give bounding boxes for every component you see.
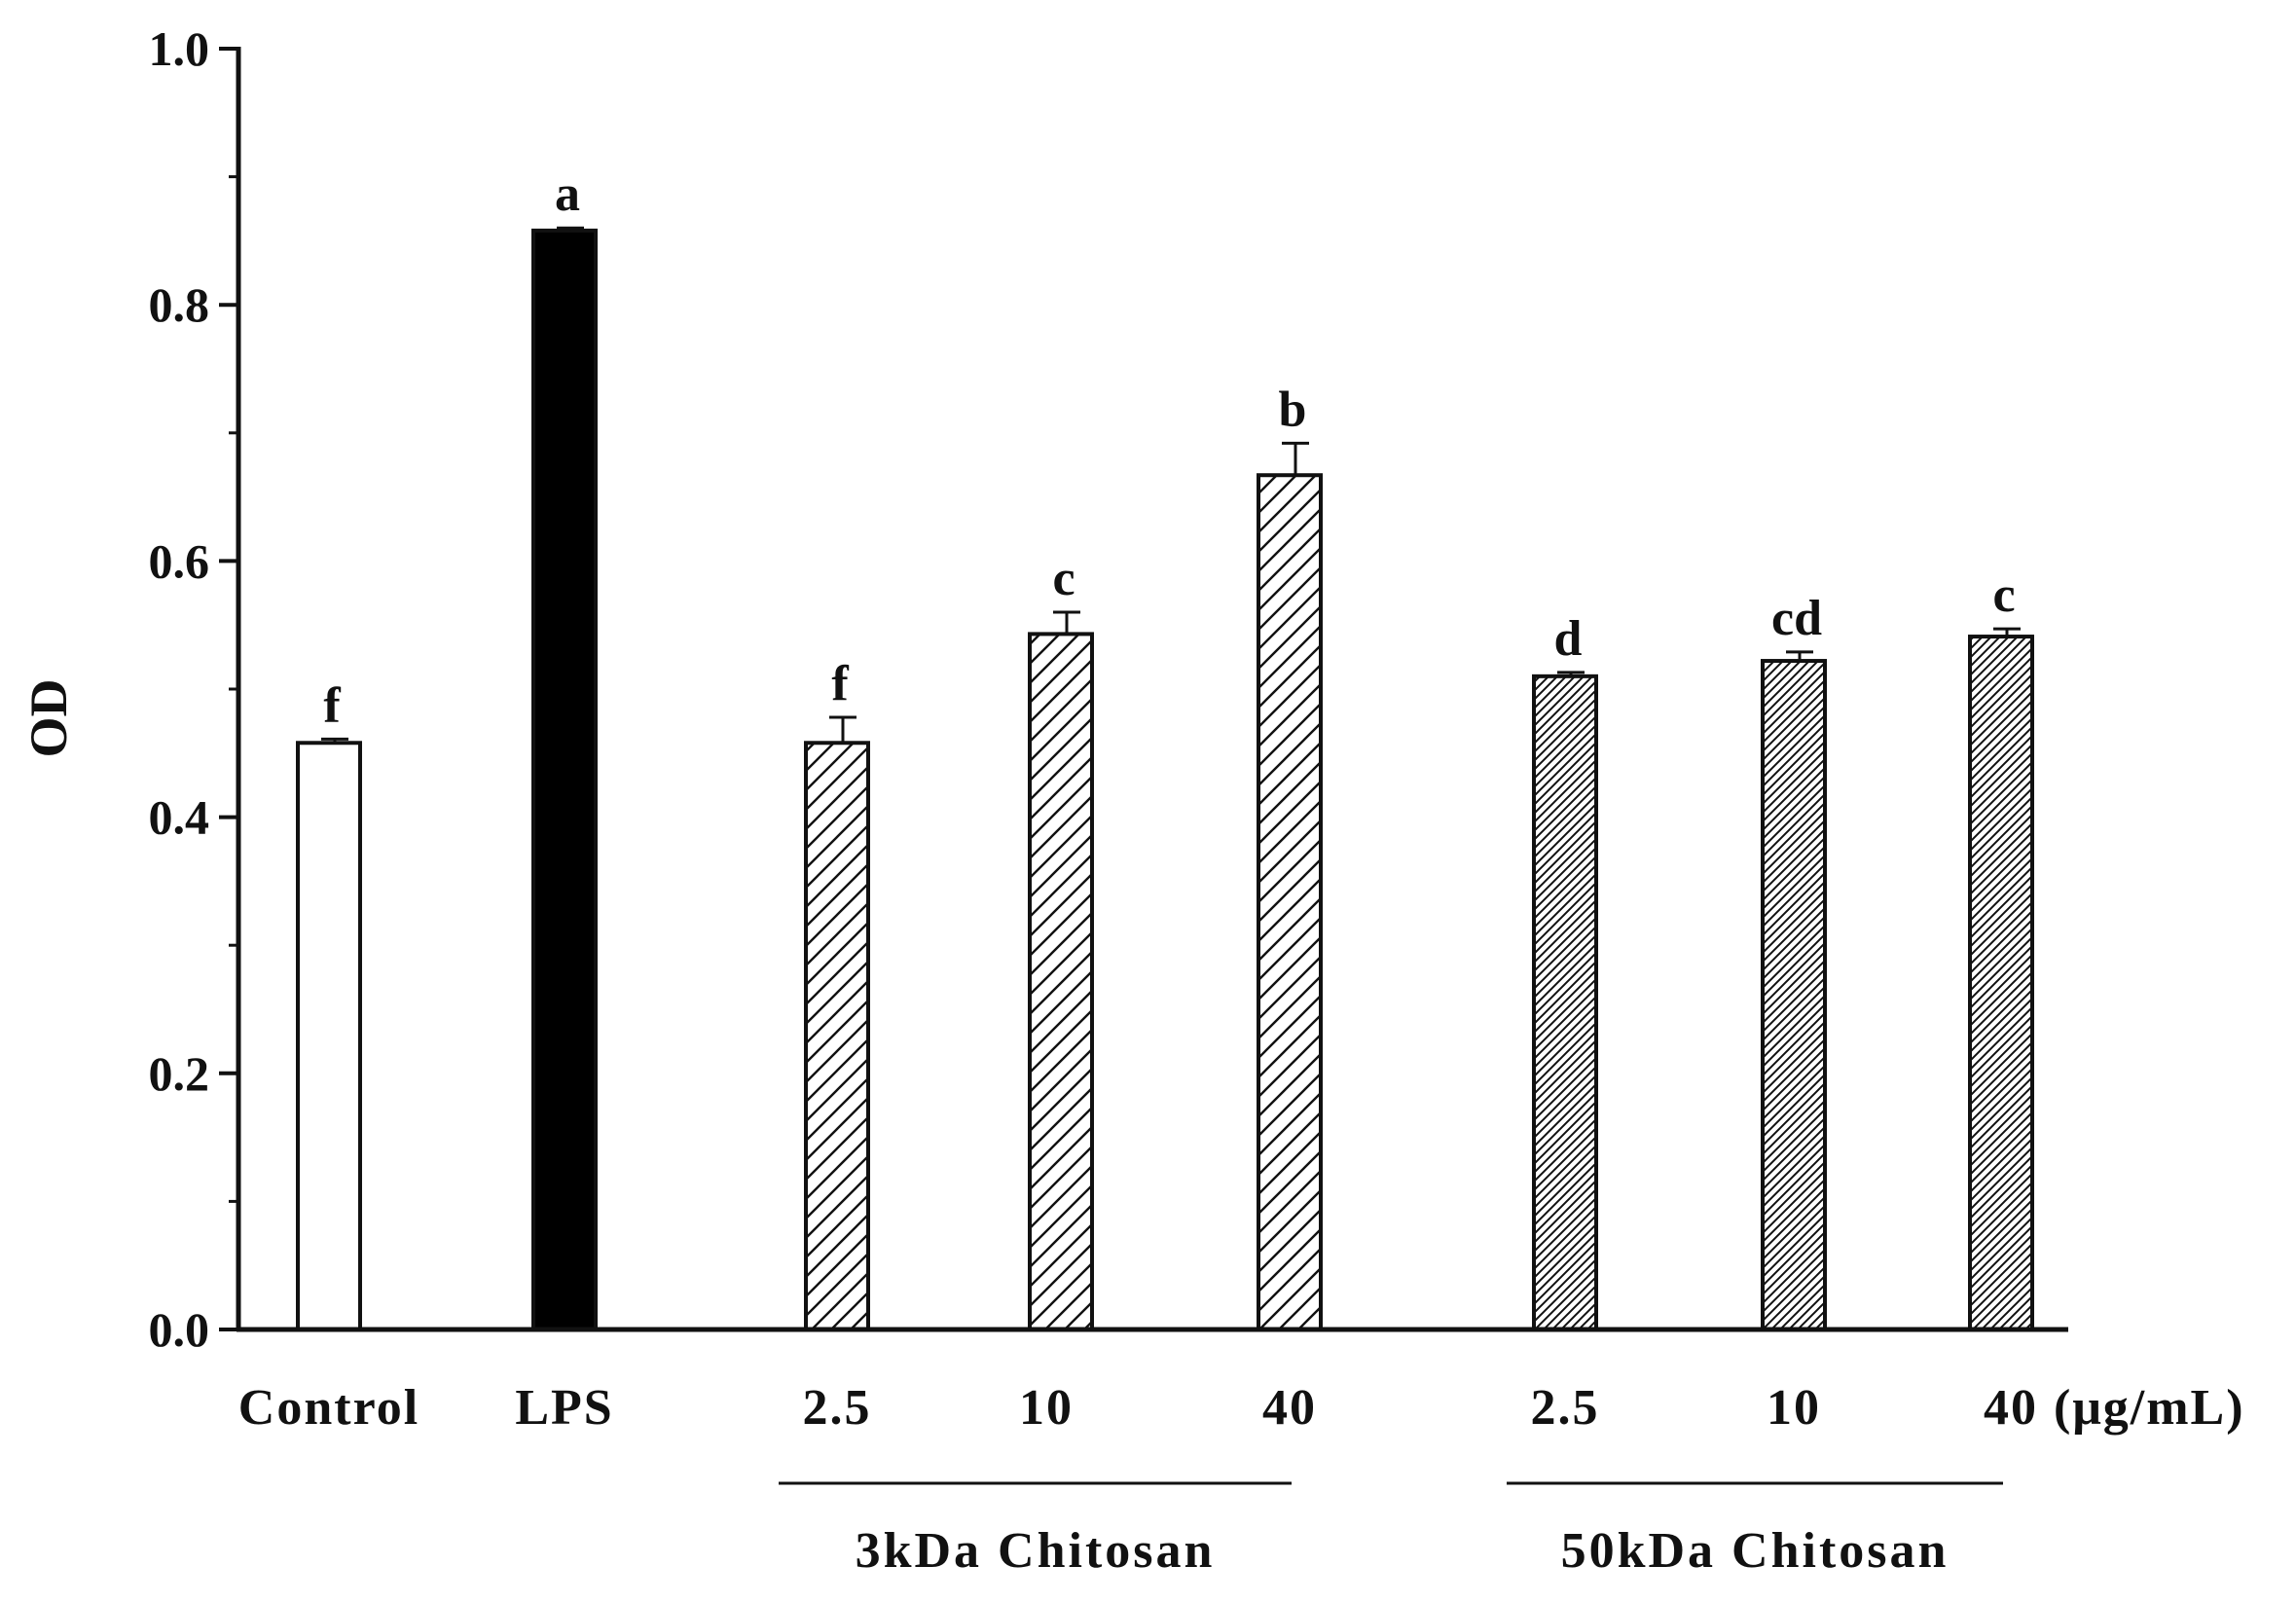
bar — [296, 741, 362, 1331]
bar — [1532, 674, 1598, 1331]
group-label: 3kDa Chitosan — [856, 1523, 1216, 1579]
x-tick-label: 40 — [1262, 1380, 1317, 1436]
x-tick-label: LPS — [515, 1380, 613, 1436]
bars: f a f c b d cd c — [296, 166, 2034, 1332]
y-axis: 0.0 0.2 0.4 0.6 0.8 1.0 — [149, 21, 241, 1357]
bar — [1028, 632, 1094, 1331]
x-tick-label: 2.5 — [1531, 1380, 1600, 1436]
y-tick-label: 0.6 — [149, 533, 210, 588]
significance-label: b — [1279, 382, 1307, 437]
significance-label: f — [831, 656, 849, 711]
significance-label: cd — [1771, 591, 1822, 646]
group-label: 50kDa Chitosan — [1561, 1523, 1950, 1579]
significance-label: a — [555, 166, 580, 222]
significance-label: d — [1554, 611, 1583, 667]
x-axis: Control LPS 2.5 10 40 2.5 10 40 (μg/mL) 3kDa Chit… — [237, 1327, 2245, 1579]
bar — [1968, 635, 2034, 1331]
bar — [1257, 473, 1323, 1331]
significance-label: c — [1992, 567, 2015, 623]
y-tick-label: 0.2 — [149, 1046, 210, 1101]
significance-label: f — [323, 677, 341, 733]
x-tick-label: Control — [238, 1380, 419, 1436]
x-tick-label: 10 — [1019, 1380, 1074, 1436]
unit-label: (μg/mL) — [2054, 1380, 2245, 1436]
significance-label: c — [1052, 551, 1075, 606]
bar — [804, 741, 870, 1331]
bar — [1761, 659, 1827, 1331]
y-tick-label: 1.0 — [149, 21, 210, 76]
bar — [531, 228, 598, 1332]
y-tick-label: 0.4 — [149, 790, 210, 845]
x-tick-label: 40 — [1984, 1380, 2038, 1436]
y-axis-title: OD — [19, 679, 78, 758]
x-tick-label: 10 — [1767, 1380, 1821, 1436]
y-tick-label: 0.8 — [149, 277, 210, 332]
y-tick-label: 0.0 — [149, 1302, 210, 1357]
x-tick-label: 2.5 — [803, 1380, 872, 1436]
